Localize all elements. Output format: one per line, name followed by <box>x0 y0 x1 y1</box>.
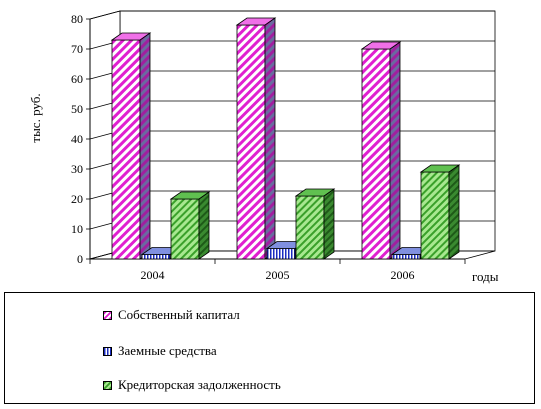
bar-side <box>139 32 151 260</box>
legend-label-own-capital: Собственный капитал <box>118 307 240 322</box>
y-tick-label-50: 50 <box>71 102 83 116</box>
legend-swatch-accounts-payable <box>103 380 112 390</box>
bar-front <box>361 48 391 260</box>
y-axis-ticks: 0 10 20 30 40 50 60 70 80 <box>71 12 90 266</box>
bar-top <box>360 41 402 50</box>
bar-own-capital-2004 <box>110 32 152 260</box>
bar-side <box>323 188 335 260</box>
bar-side <box>448 164 460 260</box>
y-tick-label-10: 10 <box>71 222 83 236</box>
bar-front <box>391 254 421 260</box>
x-tick-label-2006: 2006 <box>391 268 415 282</box>
x-tick-label-2005: 2005 <box>266 268 290 282</box>
bar-accounts-payable-2006 <box>419 164 461 260</box>
bar-front <box>420 171 450 260</box>
bar-front <box>111 39 141 260</box>
bars <box>110 17 461 260</box>
x-axis-ticks: 2004 2005 2006 <box>89 259 466 282</box>
x-tick-label-2004: 2004 <box>141 268 165 282</box>
bar-side <box>389 41 401 260</box>
legend: Собственный капитал Заемные средства Кре… <box>4 292 535 404</box>
gridline-left-80 <box>89 10 121 20</box>
bar-chart: 0 10 20 30 40 50 60 70 80 2004 2005 2006 тыс. руб.… <box>28 10 499 284</box>
legend-swatch-own-capital <box>103 310 112 320</box>
x-axis-label: годы <box>472 269 499 284</box>
y-tick-label-70: 70 <box>71 42 83 56</box>
bar-own-capital-2006 <box>360 41 402 260</box>
y-axis-label: тыс. руб. <box>28 93 43 142</box>
bar-accounts-payable-2005 <box>294 188 336 260</box>
bar-side <box>198 191 210 260</box>
y-tick-label-20: 20 <box>71 192 83 206</box>
bar-front <box>170 198 200 260</box>
y-tick-label-30: 30 <box>71 162 83 176</box>
bar-top <box>294 188 336 197</box>
bar-front <box>266 248 296 260</box>
y-tick-label-80: 80 <box>71 12 83 26</box>
legend-label-accounts-payable: Кредиторская задолженность <box>118 377 281 392</box>
bar-front <box>141 254 171 260</box>
y-tick-label-60: 60 <box>71 72 83 86</box>
y-tick-label-40: 40 <box>71 132 83 146</box>
y-tick-label-0: 0 <box>77 252 83 266</box>
bar-own-capital-2005 <box>235 17 277 260</box>
bar-top <box>419 164 461 173</box>
legend-item-accounts-payable: Кредиторская задолженность <box>103 377 281 393</box>
legend-item-borrowed-funds: Заемные средства <box>103 343 217 359</box>
bar-top <box>110 32 152 41</box>
bar-top <box>235 17 277 26</box>
legend-label-borrowed-funds: Заемные средства <box>118 343 217 358</box>
bar-front <box>295 195 325 260</box>
bar-front <box>236 24 266 260</box>
bar-top <box>169 191 211 200</box>
bar-accounts-payable-2004 <box>169 191 211 260</box>
legend-swatch-borrowed-funds <box>103 346 112 356</box>
legend-item-own-capital: Собственный капитал <box>103 307 240 323</box>
bar-side <box>264 17 276 260</box>
